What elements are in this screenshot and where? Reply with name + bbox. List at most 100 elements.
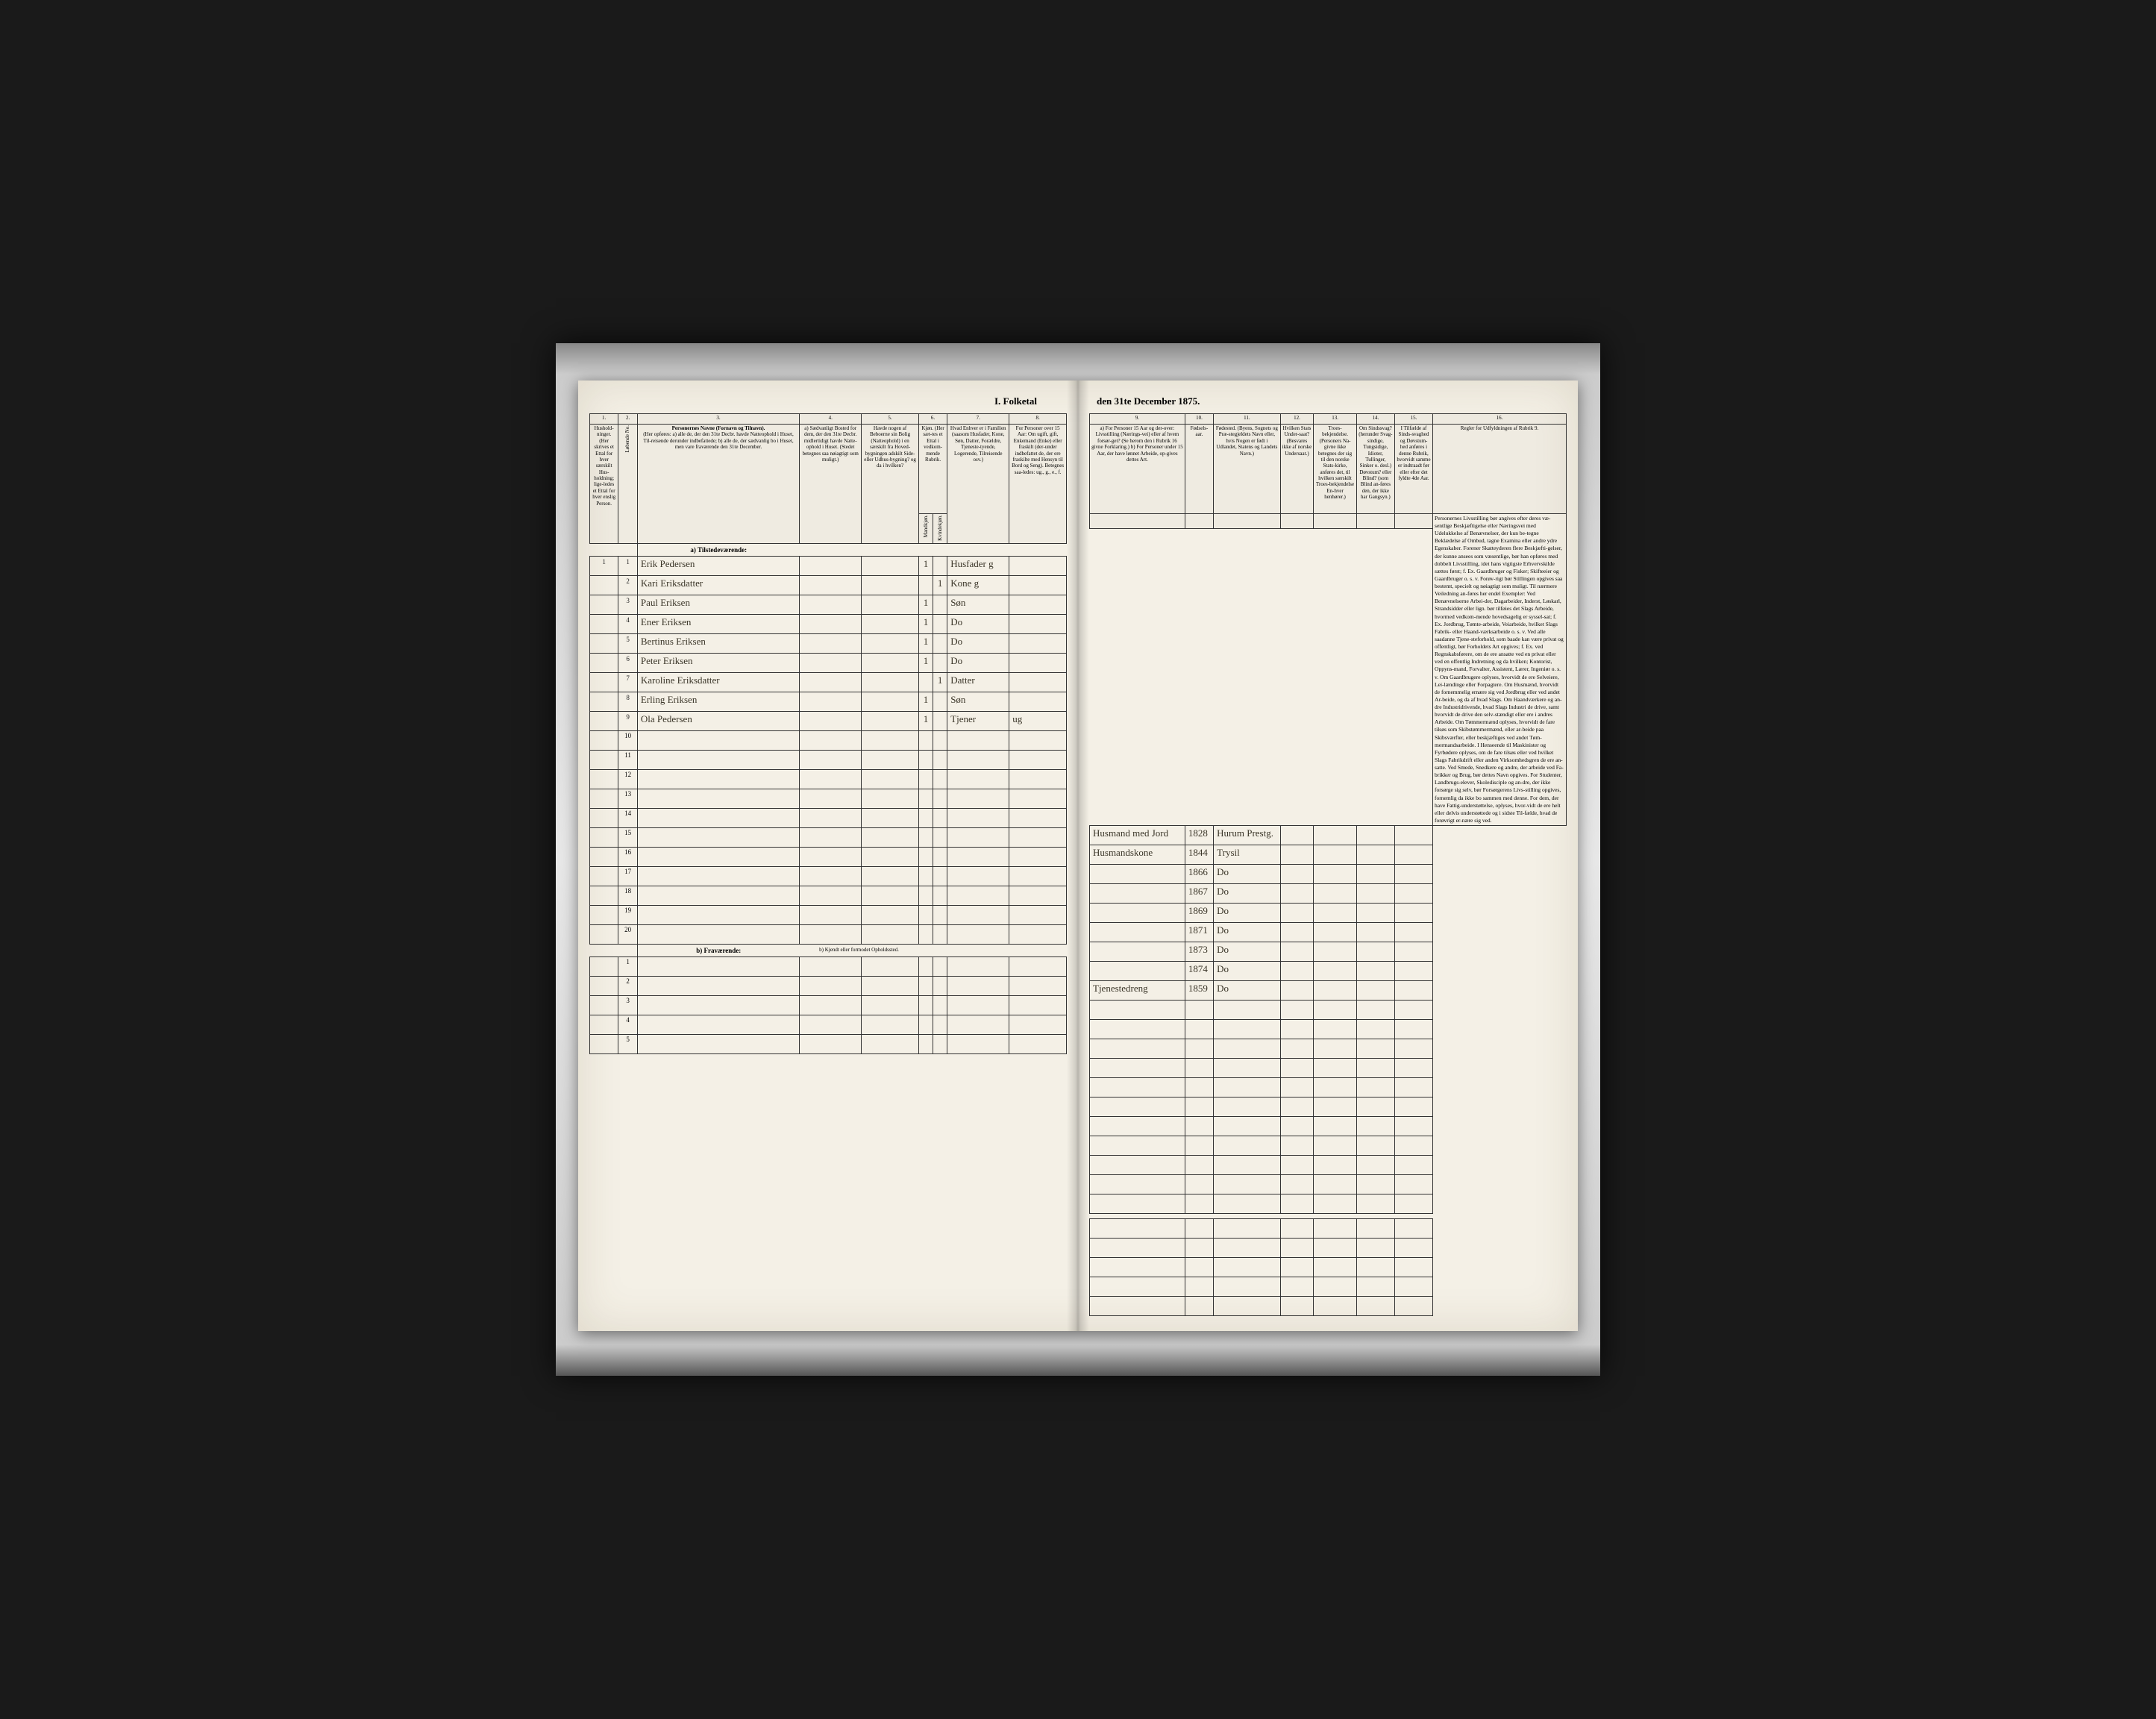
- header-10: Fødsels-aar.: [1185, 424, 1213, 513]
- table-row: 7Karoline Eriksdatter1Datter: [590, 673, 1067, 692]
- table-row: 11: [590, 751, 1067, 770]
- table-row: 1874Do: [1090, 962, 1567, 981]
- section-b-right: [1090, 1214, 1567, 1219]
- colnum-3: 3.: [637, 413, 799, 424]
- table-row: 1869Do: [1090, 904, 1567, 923]
- table-row: 18: [590, 886, 1067, 906]
- empty-rows-right-a: [1090, 1001, 1567, 1214]
- col-number-row: 1. 2. 3. 4. 5. 6. 7. 8.: [590, 413, 1067, 424]
- header-7: Hvad Enhver er i Familien (saasom Husfad…: [947, 424, 1009, 543]
- colnum-8: 8.: [1009, 413, 1067, 424]
- header-row-left: Hushold-ninger. (Her skrives et Ettal fo…: [590, 424, 1067, 513]
- table-row: [1090, 1117, 1567, 1136]
- table-row: [1090, 1239, 1567, 1258]
- table-row: 14: [590, 809, 1067, 828]
- header-14: Om Sindssvag? (herunder Svag-sindige, Tu…: [1356, 424, 1394, 513]
- table-row: 5Bertinus Eriksen1Do: [590, 634, 1067, 654]
- table-row: 16: [590, 848, 1067, 867]
- colnum-1: 1.: [590, 413, 618, 424]
- table-row: [1090, 1098, 1567, 1117]
- data-rows-right: Husmand med Jord1828Hurum Prestg.Husmand…: [1090, 826, 1567, 1001]
- table-row: 1867Do: [1090, 884, 1567, 904]
- ledger-table-left: 1. 2. 3. 4. 5. 6. 7. 8. Hushold-ninger. …: [589, 413, 1067, 1054]
- microfilm-frame: I. Folketal 1. 2. 3. 4. 5. 6. 7. 8.: [556, 343, 1600, 1376]
- title-right: den 31te December 1875.: [1089, 395, 1567, 407]
- table-row: 3Paul Eriksen1Søn: [590, 595, 1067, 615]
- colnum-7: 7.: [947, 413, 1009, 424]
- table-row: 11Erik Pedersen1Husfader g: [590, 557, 1067, 576]
- table-row: 9Ola Pedersen1Tjenerug: [590, 712, 1067, 731]
- header-15: I Tilfælde af Sinds-svaghed og Døvstum-h…: [1394, 424, 1432, 513]
- colnum-9: 9.: [1090, 413, 1185, 424]
- table-row: [1090, 1258, 1567, 1277]
- table-row: 8Erling Eriksen1Søn: [590, 692, 1067, 712]
- colnum-13: 13.: [1314, 413, 1357, 424]
- instructions-cell: Personernes Livsstilling bør angives eft…: [1433, 513, 1567, 825]
- table-row: [1090, 1277, 1567, 1297]
- page-left: I. Folketal 1. 2. 3. 4. 5. 6. 7. 8.: [578, 381, 1078, 1331]
- table-row: [1090, 1020, 1567, 1039]
- table-row: 1871Do: [1090, 923, 1567, 942]
- colnum-10: 10.: [1185, 413, 1213, 424]
- col-number-row-right: 9. 10. 11. 12. 13. 14. 15. 16.: [1090, 413, 1567, 424]
- table-row: [1090, 1136, 1567, 1156]
- header-4: a) Sædvanligt Bosted for dem, der den 31…: [800, 424, 862, 543]
- header-6b: Kvindekjøn.: [933, 513, 947, 543]
- table-row: [1090, 1156, 1567, 1175]
- table-row: Husmand med Jord1828Hurum Prestg.: [1090, 826, 1567, 845]
- colnum-6: 6.: [918, 413, 947, 424]
- data-rows-left: 11Erik Pedersen1Husfader g2Kari Eriksdat…: [590, 557, 1067, 731]
- header-row-right: a) For Personer 15 Aar og der-over: Livs…: [1090, 424, 1567, 513]
- empty-rows-left-a: 1011121314151617181920: [590, 731, 1067, 945]
- table-row: [1090, 1219, 1567, 1239]
- header-8: For Personer over 15 Aar: Om ugift, gift…: [1009, 424, 1067, 543]
- colnum-12: 12.: [1280, 413, 1314, 424]
- table-row: [1090, 1078, 1567, 1098]
- title-left: I. Folketal: [589, 395, 1067, 407]
- header-12: Hvilken Stats Under-saat? (Besvares ikke…: [1280, 424, 1314, 513]
- table-row: 4: [590, 1015, 1067, 1035]
- header-5: Havde nogen af Beboerne sin Bolig (Natte…: [862, 424, 919, 543]
- section-b-label: b) Fraværende: b) Kjendt eller formodet …: [590, 945, 1067, 957]
- colnum-14: 14.: [1356, 413, 1394, 424]
- table-row: [1090, 1194, 1567, 1214]
- table-row: 19: [590, 906, 1067, 925]
- table-row: 1: [590, 957, 1067, 977]
- colnum-4: 4.: [800, 413, 862, 424]
- table-row: [1090, 1001, 1567, 1020]
- header-sub-spacer: Personernes Livsstilling bør angives eft…: [1090, 513, 1567, 528]
- table-row: 6Peter Eriksen1Do: [590, 654, 1067, 673]
- colnum-5: 5.: [862, 413, 919, 424]
- header-13: Troes-bekjendelse. (Personers Na-givne i…: [1314, 424, 1357, 513]
- header-3: Personernes Navne (Fornavn og Tilnavn). …: [637, 424, 799, 543]
- table-row: 20: [590, 925, 1067, 945]
- colnum-2: 2.: [618, 413, 638, 424]
- table-row: [1090, 1039, 1567, 1059]
- table-row: 17: [590, 867, 1067, 886]
- header-16: Regler for Udfyldningen af Rubrik 9.: [1433, 424, 1567, 513]
- page-right: den 31te December 1875. 9. 10. 11. 12. 1…: [1078, 381, 1578, 1331]
- table-row: [1090, 1059, 1567, 1078]
- section-a-label: a) Tilstedeværende:: [590, 544, 1067, 557]
- empty-rows-left-b: 12345: [590, 957, 1067, 1054]
- table-row: 2Kari Eriksdatter1Kone g: [590, 576, 1067, 595]
- ledger-book: I. Folketal 1. 2. 3. 4. 5. 6. 7. 8.: [578, 381, 1578, 1331]
- table-row: 15: [590, 828, 1067, 848]
- table-row: 4Ener Eriksen1Do: [590, 615, 1067, 634]
- table-row: 10: [590, 731, 1067, 751]
- colnum-16: 16.: [1433, 413, 1567, 424]
- table-row: 1866Do: [1090, 865, 1567, 884]
- header-9: a) For Personer 15 Aar og der-over: Livs…: [1090, 424, 1185, 513]
- header-6: Kjøn. (Her sæt-tes et Ettal i vedkom-men…: [918, 424, 947, 513]
- table-row: 5: [590, 1035, 1067, 1054]
- table-row: Tjenestedreng1859Do: [1090, 981, 1567, 1001]
- table-row: 12: [590, 770, 1067, 789]
- header-2: Løbende No.: [618, 424, 638, 543]
- table-row: 3: [590, 996, 1067, 1015]
- colnum-15: 15.: [1394, 413, 1432, 424]
- ledger-table-right: 9. 10. 11. 12. 13. 14. 15. 16. a) For Pe…: [1089, 413, 1567, 1316]
- header-1: Hushold-ninger. (Her skrives et Ettal fo…: [590, 424, 618, 543]
- header-6a: Mandkjøn.: [918, 513, 933, 543]
- colnum-11: 11.: [1214, 413, 1280, 424]
- table-row: 13: [590, 789, 1067, 809]
